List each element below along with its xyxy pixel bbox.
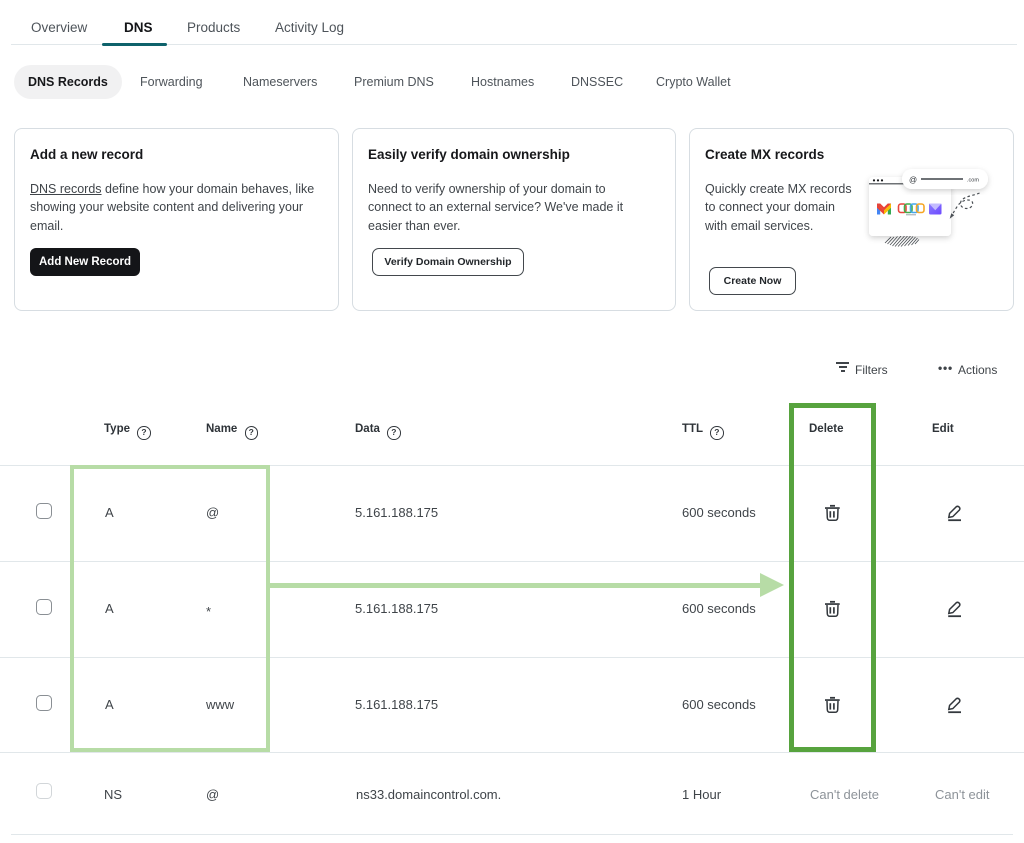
svg-text:.com: .com [967,177,979,183]
svg-text:@: @ [909,175,917,184]
